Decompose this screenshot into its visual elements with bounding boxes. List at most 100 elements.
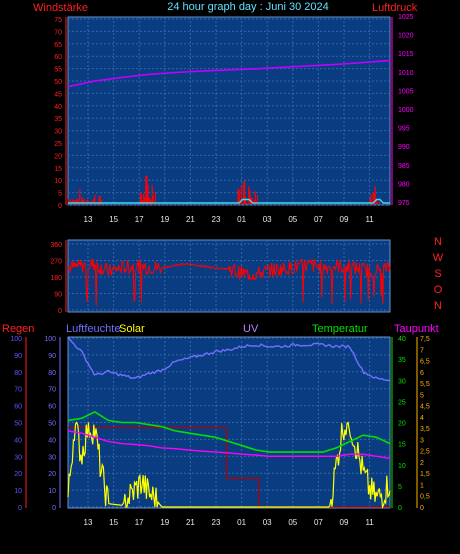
pressure-tick-label: 975 <box>398 200 410 207</box>
temperature-tick-label: 0 <box>398 505 402 512</box>
x-tick-label: 03 <box>263 518 272 527</box>
pressure-tick-label: 1015 <box>398 51 414 58</box>
x-tick-label: 21 <box>186 518 195 527</box>
pressure-line <box>67 59 391 88</box>
pressure-tick-label: 985 <box>398 163 410 170</box>
wind-tick-label: 65 <box>54 42 62 49</box>
wind-axis-label: Windstärke <box>33 2 88 14</box>
wind-tick-label: 25 <box>54 141 62 148</box>
rain-tick-label: 90 <box>14 353 22 360</box>
dewpoint-line <box>67 430 391 460</box>
wind-direction-panel: 0 90 180 270 360 <box>50 239 391 315</box>
wind-tick-label: 50 <box>54 79 62 86</box>
wind-direction-line <box>67 257 391 306</box>
x-tick-label: 11 <box>365 215 374 224</box>
compass-letter: N <box>434 236 442 248</box>
humidity-tick-label: 30 <box>48 454 56 461</box>
uv-tick-label: 0 <box>420 505 424 512</box>
rain-tick-label: 0 <box>18 505 22 512</box>
temperature-tick-label: 15 <box>398 442 406 449</box>
rain-tick-label: 80 <box>14 370 22 377</box>
rain-tick-label: 70 <box>14 387 22 394</box>
uv-tick-label: 2 <box>420 460 424 467</box>
x-tick-label: 01 <box>237 518 246 527</box>
direction-tick-label: 180 <box>50 275 62 282</box>
rain-tick-label: 20 <box>14 471 22 478</box>
pressure-axis-label: Luftdruck <box>372 2 418 14</box>
compass-letter: S <box>434 268 441 280</box>
x-tick-label: 17 <box>135 215 144 224</box>
x-tick-label: 05 <box>288 518 297 527</box>
temperature-tick-label: 10 <box>398 463 406 470</box>
x-tick-label: 03 <box>263 215 272 224</box>
humidity-tick-label: 90 <box>48 353 56 360</box>
temperature-tick-label: 30 <box>398 378 406 385</box>
x-tick-label: 17 <box>135 518 144 527</box>
uv-label: UV <box>243 323 259 335</box>
pressure-tick-label: 995 <box>398 126 410 133</box>
humidity-tick-label: 100 <box>44 336 56 343</box>
dewpoint-label: Taupunkt <box>394 323 439 335</box>
uv-tick-label: 5 <box>420 392 424 399</box>
x-tick-label: 11 <box>365 518 374 527</box>
x-tick-label: 23 <box>212 215 221 224</box>
wind-tick-label: 5 <box>58 191 62 198</box>
x-tick-label: 21 <box>186 215 195 224</box>
rain-tick-label: 10 <box>14 488 22 495</box>
pressure-tick-label: 1025 <box>398 14 414 21</box>
wind-tick-label: 55 <box>54 67 62 74</box>
rain-tick-label: 50 <box>14 421 22 428</box>
humidity-tick-label: 60 <box>48 404 56 411</box>
wind-tick-label: 45 <box>54 91 62 98</box>
x-tick-label: 15 <box>109 518 118 527</box>
wind-tick-label: 75 <box>54 17 62 24</box>
x-tick-label: 19 <box>160 215 169 224</box>
x-tick-label: 07 <box>314 215 323 224</box>
uv-tick-label: 0,5 <box>420 494 430 501</box>
wind-tick-label: 10 <box>54 178 62 185</box>
humidity-tick-label: 50 <box>48 421 56 428</box>
p1-plot-area <box>67 16 391 206</box>
rain-tick-label: 60 <box>14 404 22 411</box>
pressure-tick-label: 1000 <box>398 107 414 114</box>
rain-tick-label: 30 <box>14 454 22 461</box>
pressure-tick-label: 980 <box>398 181 410 188</box>
pressure-tick-label: 990 <box>398 144 410 151</box>
uv-tick-label: 2,5 <box>420 449 430 456</box>
wind-tick-label: 30 <box>54 129 62 136</box>
uv-tick-label: 1,5 <box>420 471 430 478</box>
x-tick-label: 07 <box>314 518 323 527</box>
x-tick-label: 01 <box>237 215 246 224</box>
uv-tick-label: 6,5 <box>420 359 430 366</box>
uv-tick-label: 3 <box>420 437 424 444</box>
humidity-tick-label: 0 <box>52 505 56 512</box>
uv-tick-label: 1 <box>420 482 424 489</box>
temperature-tick-label: 25 <box>398 399 406 406</box>
wind-tick-label: 40 <box>54 104 62 111</box>
temperature-tick-label: 35 <box>398 357 406 364</box>
direction-tick-label: 0 <box>58 308 62 315</box>
rain-label: Regen <box>2 323 34 335</box>
solar-label: Solar <box>119 323 145 335</box>
humidity-tick-label: 80 <box>48 370 56 377</box>
wind-tick-label: 70 <box>54 29 62 36</box>
direction-tick-label: 90 <box>54 292 62 299</box>
pressure-tick-label: 1020 <box>398 33 414 40</box>
x-tick-label: 13 <box>84 215 93 224</box>
uv-tick-label: 7,5 <box>420 336 430 343</box>
chart-title: 24 hour graph day : Juni 30 2024 <box>167 1 328 13</box>
p2-plot-area <box>67 239 391 313</box>
x-tick-label: 15 <box>109 215 118 224</box>
wind-tick-label: 35 <box>54 116 62 123</box>
x-tick-label: 09 <box>340 215 349 224</box>
humidity-tick-label: 40 <box>48 437 56 444</box>
wind-tick-label: 20 <box>54 153 62 160</box>
compass-letter: O <box>434 284 443 296</box>
uv-tick-label: 4 <box>420 415 424 422</box>
rain-tick-label: 40 <box>14 437 22 444</box>
temperature-label: Temperatur <box>312 323 368 335</box>
